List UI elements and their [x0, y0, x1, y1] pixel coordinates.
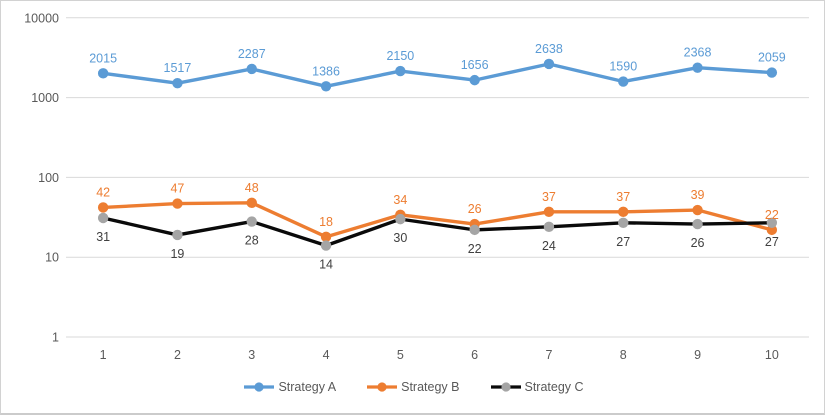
data-point: [618, 206, 629, 218]
data-point: [766, 67, 778, 78]
chart-legend: Strategy A Strategy B Strategy C: [1, 380, 824, 394]
data-point: [320, 240, 332, 251]
y-axis-tick-labels: 10000 1000 100 10 1: [24, 11, 59, 344]
data-point-label: 26: [468, 202, 482, 216]
y-tick-label: 10000: [24, 11, 59, 25]
data-point-label: 1656: [461, 58, 489, 72]
y-tick-label: 1: [52, 331, 59, 345]
data-point-label: 47: [170, 182, 184, 196]
x-axis-tick-labels: 1 2 3 4 5 6 7 8 9 10: [100, 348, 779, 362]
series-line-1: [101, 201, 774, 239]
data-point-label: 26: [691, 236, 705, 250]
data-point-label: 2287: [238, 47, 266, 61]
legend-item-2: Strategy C: [490, 380, 584, 394]
legend-dot: [254, 382, 265, 392]
series-lines: [101, 62, 774, 248]
x-tick-label: 7: [545, 348, 552, 362]
data-point-label: 2059: [758, 51, 786, 65]
series-markers: [97, 58, 778, 251]
x-tick-label: 10: [765, 348, 779, 362]
legend-dot: [377, 382, 387, 392]
data-point: [543, 206, 555, 218]
data-point: [395, 213, 406, 225]
legend-marker-icon: [244, 382, 275, 392]
x-tick-label: 9: [694, 348, 701, 362]
data-point-labels: 2015 1517 2287 1386 2150 1656 2638 1590 2368 2059…: [89, 42, 786, 272]
data-point-label: 1386: [312, 64, 340, 78]
legend-dot: [500, 382, 511, 392]
data-point: [172, 77, 183, 89]
data-point: [320, 231, 332, 243]
data-point-label: 30: [393, 231, 407, 245]
data-point-label: 1517: [164, 61, 192, 75]
data-point-label: 14: [319, 258, 333, 272]
x-tick-label: 3: [248, 348, 255, 362]
data-point-label: 37: [542, 190, 556, 204]
data-point-label: 2368: [684, 46, 712, 60]
legend-label: Strategy B: [401, 380, 460, 394]
data-point-label: 2015: [89, 51, 117, 65]
data-point-label: 37: [616, 190, 630, 204]
data-point-label: 24: [542, 239, 556, 253]
data-point-label: 28: [245, 234, 259, 248]
x-tick-label: 6: [471, 348, 478, 362]
data-point-label: 42: [96, 185, 110, 199]
data-point-label: 27: [765, 235, 779, 249]
data-point: [766, 217, 778, 228]
data-point-label: 39: [691, 188, 705, 202]
data-point-label: 19: [170, 247, 184, 261]
x-tick-label: 5: [397, 348, 404, 362]
x-tick-label: 8: [620, 348, 627, 362]
gridlines: [66, 17, 809, 338]
data-point-label: 22: [765, 208, 779, 222]
x-tick-label: 2: [174, 348, 181, 362]
data-point-label: 31: [96, 230, 110, 244]
data-point: [469, 74, 480, 86]
data-point: [320, 81, 332, 92]
y-tick-label: 100: [38, 171, 59, 185]
legend-label: Strategy C: [524, 380, 584, 394]
x-tick-label: 1: [100, 348, 107, 362]
data-point: [395, 65, 406, 77]
data-point: [469, 224, 480, 236]
data-point-label: 27: [616, 235, 630, 249]
y-tick-label: 10: [45, 251, 59, 265]
x-tick-label: 4: [323, 348, 330, 362]
data-point: [97, 212, 109, 224]
data-point: [246, 63, 257, 75]
data-point-label: 48: [245, 181, 259, 195]
data-point: [172, 198, 183, 209]
data-point-label: 2638: [535, 42, 563, 56]
data-point-label: 2150: [386, 49, 414, 63]
data-point: [692, 204, 703, 216]
legend-label: Strategy A: [278, 380, 337, 394]
data-point: [246, 197, 257, 209]
y-tick-label: 1000: [31, 91, 59, 105]
data-point: [246, 216, 257, 227]
data-point-label: 18: [319, 215, 333, 229]
data-point: [97, 68, 109, 79]
data-point-label: 34: [393, 193, 407, 207]
data-point: [543, 221, 555, 233]
data-point: [618, 217, 629, 228]
data-point-label: 1590: [609, 60, 637, 74]
legend-item-1: Strategy B: [366, 380, 460, 394]
data-point: [543, 58, 555, 70]
legend-marker-icon: [490, 382, 521, 392]
data-point: [97, 202, 109, 213]
data-point: [692, 218, 703, 230]
data-point: [618, 76, 629, 87]
data-point: [692, 62, 703, 73]
series-line-0: [101, 62, 774, 88]
legend-marker-icon: [367, 382, 398, 392]
data-point-label: 22: [468, 242, 482, 256]
series-line-2: [101, 216, 774, 248]
legend-item-0: Strategy A: [243, 380, 336, 394]
data-point: [172, 229, 183, 241]
